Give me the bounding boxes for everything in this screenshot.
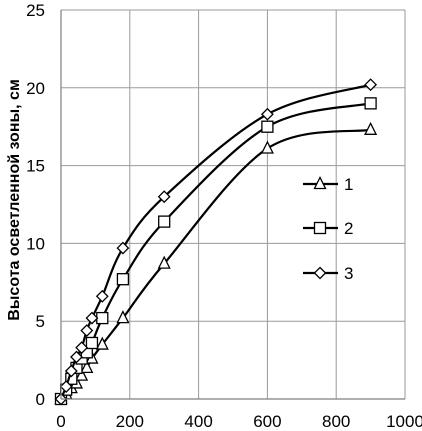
series-1-point (75, 367, 89, 381)
legend-marker (313, 176, 327, 190)
series-2-point (85, 336, 99, 350)
y-tick-label: 20 (26, 79, 45, 98)
series-lines (54, 78, 378, 406)
series-3-point (64, 364, 78, 378)
series-3-point (157, 190, 171, 204)
x-tick-label: 400 (184, 412, 212, 431)
legend-item-2: 2 (303, 219, 353, 238)
series-2-point (116, 273, 130, 286)
x-tick-label: 800 (322, 412, 350, 431)
series-3-point (116, 241, 130, 255)
legend-item-3: 3 (303, 264, 353, 283)
series-2-line (60, 102, 371, 400)
series-1-point (95, 336, 109, 350)
y-tick-label: 10 (26, 234, 45, 253)
series-3-point (85, 311, 99, 325)
series-1-point (116, 310, 130, 324)
x-tick-label: 0 (56, 412, 65, 431)
axes (60, 10, 405, 400)
series-3-point (364, 78, 378, 92)
legend-item-1: 1 (303, 175, 353, 194)
x-tick-label: 1000 (386, 412, 422, 431)
series-2 (54, 97, 377, 406)
x-tick-label: 600 (253, 412, 281, 431)
series-3-point (95, 289, 109, 303)
legend-marker (313, 221, 327, 235)
legend-label: 1 (344, 175, 353, 194)
series-3-point (70, 350, 83, 364)
series-3-point (59, 380, 73, 393)
legend-label: 3 (344, 264, 353, 283)
series-1-point (157, 255, 171, 269)
series-2-point (261, 120, 274, 133)
series-1-line (60, 128, 371, 400)
series-3-point (80, 324, 94, 337)
series-2-point (364, 97, 377, 110)
legend-marker (313, 266, 327, 280)
y-tick-label: 5 (36, 312, 45, 331)
series-3-point (75, 341, 89, 355)
y-tick-label: 15 (26, 157, 45, 176)
series-1-point (364, 121, 378, 135)
legend-label: 2 (344, 219, 353, 238)
grid (61, 9, 406, 399)
tick-labels: 0 200 400 600 800 1000 0 5 10 15 20 25 (26, 1, 422, 431)
series-1-point (260, 140, 274, 154)
series-3 (54, 78, 378, 406)
legend: 1 2 3 (303, 175, 353, 283)
x-tick-label: 200 (116, 412, 144, 431)
series-2-point (158, 215, 171, 228)
y-tick-label: 25 (26, 1, 45, 20)
series-3-point (260, 107, 274, 121)
y-axis-title: Высота осветленной зоны, см (6, 79, 23, 321)
series-1-point (80, 359, 94, 374)
y-tick-label: 0 (36, 390, 45, 409)
series-2-point (96, 311, 109, 325)
